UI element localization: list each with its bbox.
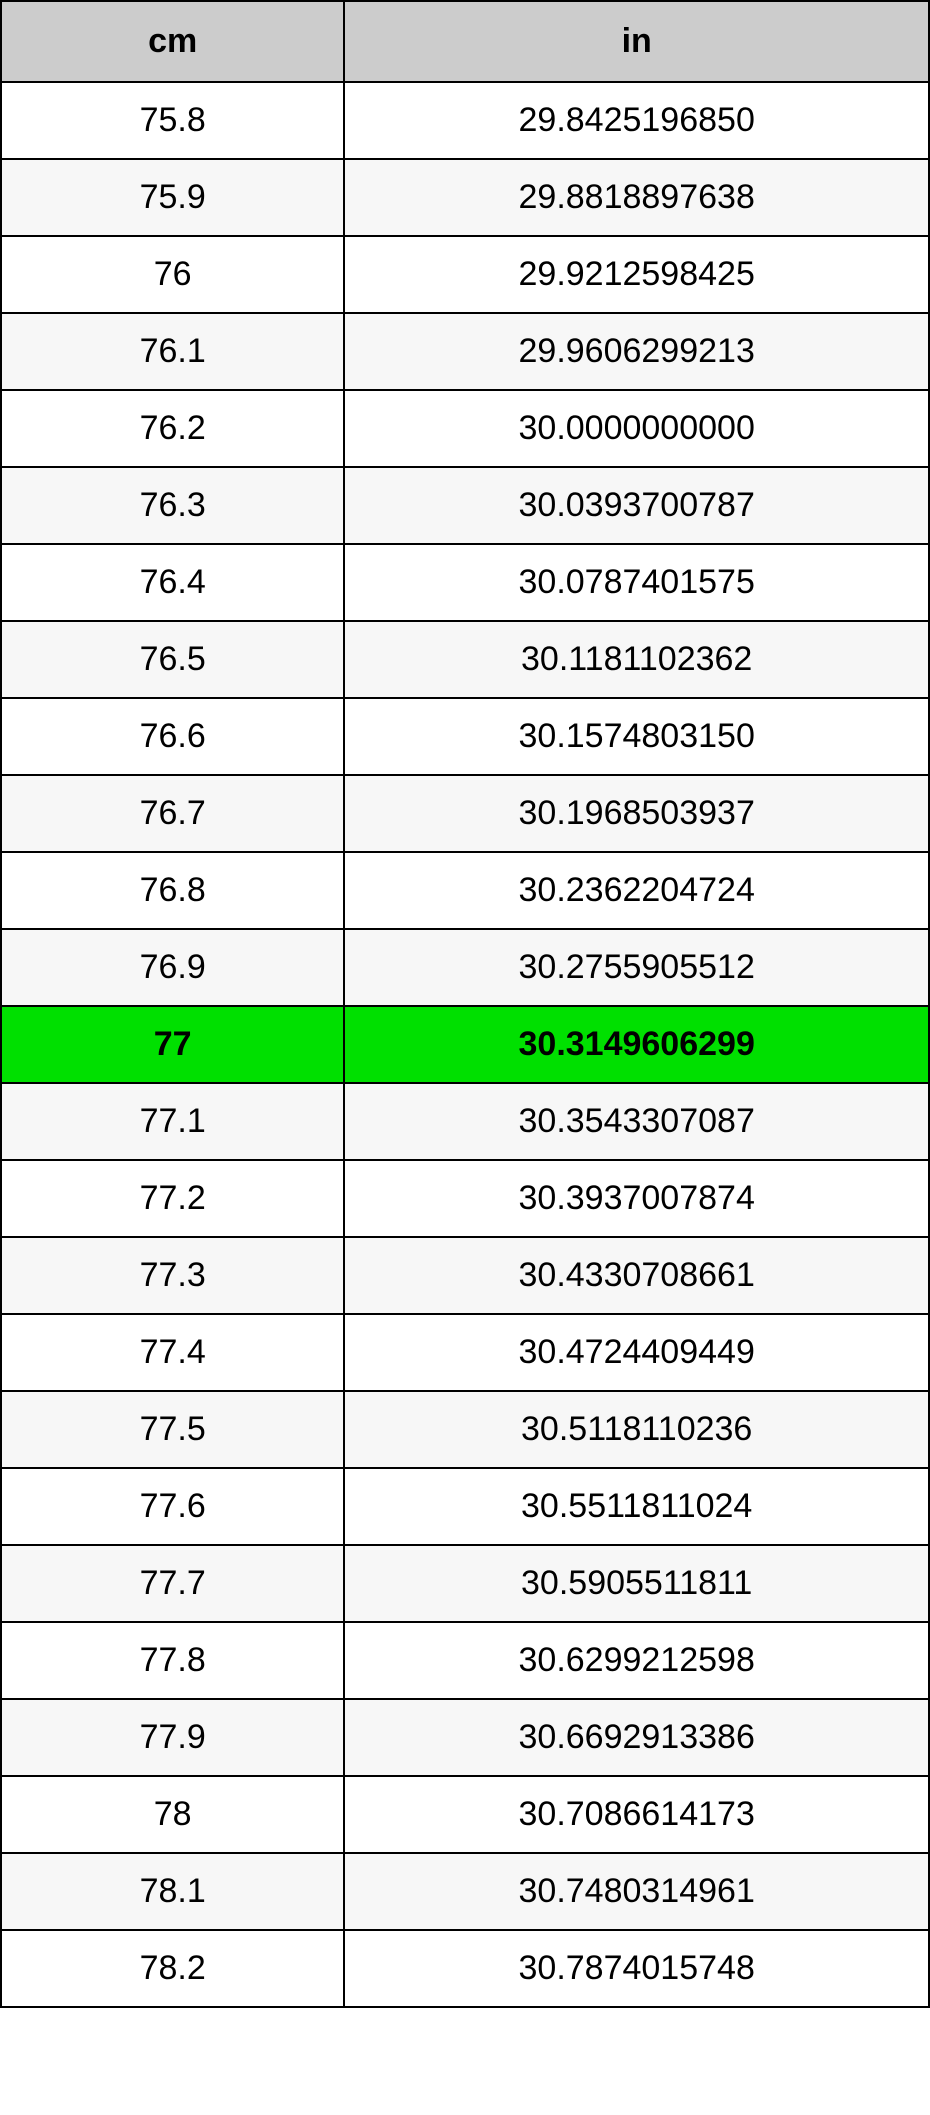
table-row: 76.230.0000000000: [1, 390, 929, 467]
cell-cm: 76.1: [1, 313, 344, 390]
table-row: 78.130.7480314961: [1, 1853, 929, 1930]
cell-cm: 75.8: [1, 82, 344, 159]
cell-cm: 75.9: [1, 159, 344, 236]
table-row: 7629.9212598425: [1, 236, 929, 313]
cell-in: 30.7480314961: [344, 1853, 929, 1930]
cell-in: 30.5511811024: [344, 1468, 929, 1545]
cell-cm: 76.8: [1, 852, 344, 929]
table-row: 77.230.3937007874: [1, 1160, 929, 1237]
table-row: 76.430.0787401575: [1, 544, 929, 621]
table-body: 75.829.842519685075.929.88188976387629.9…: [1, 82, 929, 2007]
conversion-table: cm in 75.829.842519685075.929.8818897638…: [0, 0, 930, 2008]
table-row: 76.730.1968503937: [1, 775, 929, 852]
cell-cm: 77.5: [1, 1391, 344, 1468]
cell-cm: 77.7: [1, 1545, 344, 1622]
table-row: 76.830.2362204724: [1, 852, 929, 929]
cell-cm: 77.6: [1, 1468, 344, 1545]
cell-in: 30.3543307087: [344, 1083, 929, 1160]
table-row: 77.830.6299212598: [1, 1622, 929, 1699]
table-row: 77.430.4724409449: [1, 1314, 929, 1391]
table-row: 76.330.0393700787: [1, 467, 929, 544]
cell-in: 30.7086614173: [344, 1776, 929, 1853]
table-row: 77.930.6692913386: [1, 1699, 929, 1776]
cell-in: 30.6299212598: [344, 1622, 929, 1699]
cell-cm: 77.8: [1, 1622, 344, 1699]
cell-cm: 76.7: [1, 775, 344, 852]
cell-in: 30.5905511811: [344, 1545, 929, 1622]
cell-cm: 78.2: [1, 1930, 344, 2007]
table-row: 77.730.5905511811: [1, 1545, 929, 1622]
table-row: 75.829.8425196850: [1, 82, 929, 159]
table-row: 77.530.5118110236: [1, 1391, 929, 1468]
table-row: 76.930.2755905512: [1, 929, 929, 1006]
table-row: 75.929.8818897638: [1, 159, 929, 236]
cell-in: 30.0000000000: [344, 390, 929, 467]
cell-cm: 77: [1, 1006, 344, 1083]
cell-cm: 76.6: [1, 698, 344, 775]
cell-in: 29.9212598425: [344, 236, 929, 313]
table-row: 7730.3149606299: [1, 1006, 929, 1083]
cell-in: 30.1181102362: [344, 621, 929, 698]
cell-in: 30.1574803150: [344, 698, 929, 775]
cell-cm: 76.4: [1, 544, 344, 621]
table-header-row: cm in: [1, 1, 929, 82]
cell-cm: 76.3: [1, 467, 344, 544]
cell-in: 30.3937007874: [344, 1160, 929, 1237]
table-row: 77.330.4330708661: [1, 1237, 929, 1314]
cell-cm: 77.3: [1, 1237, 344, 1314]
cell-cm: 78.1: [1, 1853, 344, 1930]
cell-in: 30.2362204724: [344, 852, 929, 929]
cell-cm: 76: [1, 236, 344, 313]
table-row: 76.530.1181102362: [1, 621, 929, 698]
cell-in: 30.0787401575: [344, 544, 929, 621]
cell-cm: 77.2: [1, 1160, 344, 1237]
cell-in: 30.5118110236: [344, 1391, 929, 1468]
cell-cm: 76.9: [1, 929, 344, 1006]
cell-in: 30.0393700787: [344, 467, 929, 544]
table-row: 7830.7086614173: [1, 1776, 929, 1853]
cell-cm: 76.5: [1, 621, 344, 698]
cell-in: 30.4724409449: [344, 1314, 929, 1391]
cell-in: 29.8425196850: [344, 82, 929, 159]
cell-cm: 77.1: [1, 1083, 344, 1160]
cell-in: 30.1968503937: [344, 775, 929, 852]
table-row: 78.230.7874015748: [1, 1930, 929, 2007]
cell-in: 29.9606299213: [344, 313, 929, 390]
cell-in: 30.6692913386: [344, 1699, 929, 1776]
cell-cm: 77.4: [1, 1314, 344, 1391]
cell-in: 30.2755905512: [344, 929, 929, 1006]
column-header-cm: cm: [1, 1, 344, 82]
cell-in: 30.4330708661: [344, 1237, 929, 1314]
table-row: 76.129.9606299213: [1, 313, 929, 390]
cell-in: 29.8818897638: [344, 159, 929, 236]
table-row: 76.630.1574803150: [1, 698, 929, 775]
column-header-in: in: [344, 1, 929, 82]
cell-in: 30.3149606299: [344, 1006, 929, 1083]
cell-cm: 78: [1, 1776, 344, 1853]
table-row: 77.130.3543307087: [1, 1083, 929, 1160]
cell-in: 30.7874015748: [344, 1930, 929, 2007]
cell-cm: 76.2: [1, 390, 344, 467]
table-row: 77.630.5511811024: [1, 1468, 929, 1545]
cell-cm: 77.9: [1, 1699, 344, 1776]
